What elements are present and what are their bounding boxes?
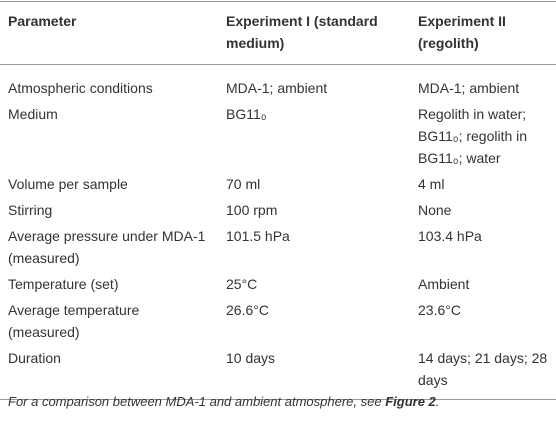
table-cell: 23.6°C (418, 302, 461, 318)
table-cell: None (418, 202, 452, 218)
table-cell: Average temperature (measured) (8, 302, 140, 340)
figure-reference: Figure 2 (385, 394, 436, 409)
footnote: For a comparison between MDA-1 and ambie… (8, 394, 439, 409)
table-cell: 4 ml (418, 176, 445, 192)
table-cell: Average pressure under MDA-1 (measured) (8, 228, 206, 266)
table-row: Volume per sample 70 ml 4 ml (0, 171, 556, 197)
table-cell: Ambient (418, 276, 470, 292)
table-cell: MDA-1; ambient (226, 80, 328, 96)
table-row: Average pressure under MDA-1 (measured) 1… (0, 223, 556, 271)
table-cell: 10 days (218, 345, 410, 400)
table-cell: Temperature (set) (8, 276, 119, 292)
table-cell: 26.6°C (226, 302, 269, 318)
table-row: Average temperature (measured) 26.6°C 23.6… (0, 297, 556, 345)
table-cell: 25°C (226, 276, 258, 292)
table-cell: Stirring (8, 202, 53, 218)
table-cell: MDA-1; ambient (418, 80, 520, 96)
header-cell: Experiment II (regolith) (410, 1, 556, 65)
table-row: Stirring 100 rpm None (0, 197, 556, 223)
header-cell: Experiment I (standard medium) (218, 1, 410, 65)
table-cell: 101.5 hPa (226, 228, 290, 244)
table-cell: 100 rpm (226, 202, 278, 218)
table-cell: Regolith in water; BG11₀; regolith in BG… (418, 106, 528, 166)
header-row: Parameter Experiment I (standard medium) E… (0, 1, 556, 65)
table-row: Medium BG11₀ Regolith in water; BG11₀; reg… (0, 101, 556, 171)
table: Parameter Experiment I (standard medium) E… (0, 1, 556, 400)
table-cell: 14 days; 21 days; 28 days (410, 345, 556, 400)
table-cell: Duration (0, 345, 218, 400)
table-row: Temperature (set) 25°C Ambient (0, 271, 556, 297)
table-row: Atmospheric conditions MDA-1; ambient MDA-… (0, 65, 556, 102)
table-cell: Medium (8, 106, 58, 122)
table-body: Atmospheric conditions MDA-1; ambient MDA-… (0, 65, 556, 400)
table-row: Duration 10 days 14 days; 21 days; 28 days (0, 345, 556, 400)
table-cell: 70 ml (226, 176, 261, 192)
table-cell: Atmospheric conditions (8, 80, 153, 96)
table-header: Parameter Experiment I (standard medium) E… (0, 1, 556, 65)
header-cell: Parameter (0, 1, 218, 65)
table-cell: Volume per sample (8, 176, 128, 192)
footnote-text: For a comparison between MDA-1 and ambie… (8, 394, 386, 409)
footnote-end: . (435, 394, 440, 409)
table-cell: BG11₀ (226, 106, 267, 122)
table-cell: 103.4 hPa (418, 228, 482, 244)
